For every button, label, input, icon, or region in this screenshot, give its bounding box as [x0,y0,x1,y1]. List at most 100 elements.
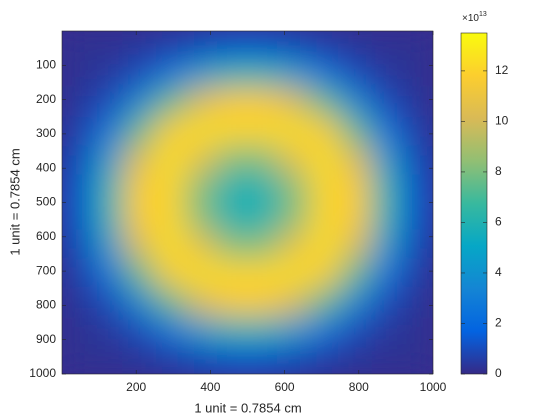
heatmap-cell [308,202,341,232]
heatmap-cell [62,173,94,203]
heatmap-cell [154,31,187,61]
heatmap-cell [216,144,248,175]
heatmap-cell [123,316,156,346]
heatmap-cell [401,287,433,318]
heatmap-cell [154,259,187,289]
heatmap-cell [339,316,372,346]
exponent-power: 13 [479,11,487,18]
heatmap-cell [216,59,248,89]
heatmap-cell [247,173,279,203]
heatmap-cell [123,230,156,261]
heatmap-cell [247,87,279,118]
heatmap-cell [62,202,94,232]
heatmap-cell [401,259,433,289]
heatmap-cell [247,287,279,318]
heatmap-cell [308,31,341,61]
heatmap-cell [154,344,187,374]
heatmap-cell [185,316,218,346]
heatmap-cell [62,116,94,146]
heatmap-cell [401,144,433,175]
heatmap-cell [216,87,248,118]
heatmap-cell [277,344,310,374]
heatmap-cell [92,144,125,175]
heatmap-cell [62,31,94,61]
heatmap-cell [92,316,125,346]
heatmap-cell [277,173,310,203]
heatmap-cell [401,202,433,232]
heatmap-cell [92,31,125,61]
heatmap-cell [92,173,125,203]
heatmap-cell [123,144,156,175]
colorbar-tick-label: 12 [495,63,509,77]
heatmap-cell [62,344,94,374]
heatmap-cell [92,59,125,89]
y-tick-label: 500 [36,195,56,209]
heatmap-cell [277,87,310,118]
heatmap-cell [247,144,279,175]
heatmap-cell [92,259,125,289]
heatmap-cell [247,344,279,374]
heatmap-cell [308,316,341,346]
heatmap-cell [185,116,218,146]
heatmap-cell [277,287,310,318]
heatmap-cell [308,173,341,203]
heatmap-cell [339,230,372,261]
heatmap-cell [247,202,279,232]
heatmap-cell [185,287,218,318]
heatmap-cell [62,87,94,118]
y-axis-label: 1 unit = 0.7854 cm [7,148,22,255]
heatmap-cell [370,87,403,118]
heatmap-cell [92,87,125,118]
y-tick-label: 100 [36,57,56,71]
heatmap-cell [185,59,218,89]
colorbar-tick-label: 8 [495,164,502,178]
x-axis-label: 1 unit = 0.7854 cm [194,400,301,415]
heatmap-cell [123,202,156,232]
heatmap-cell [247,230,279,261]
heatmap-cell [401,173,433,203]
heatmap-cell [216,31,248,61]
heatmap-cell [339,87,372,118]
heatmap-cell [277,202,310,232]
heatmap-cell [185,31,218,61]
heatmap-cell [308,87,341,118]
heatmap-cell [308,344,341,374]
heatmap-cell [401,316,433,346]
colorbar-tick-label: 0 [495,366,502,380]
heatmap-cell [370,344,403,374]
colorbar-tick-label: 10 [495,114,509,128]
heatmap-cell [308,59,341,89]
heatmap-cell [154,202,187,232]
heatmap-cell [216,230,248,261]
heatmap-cell [216,259,248,289]
heatmap-cell [401,87,433,118]
x-tick-label: 600 [275,380,295,394]
heatmap-cell [62,144,94,175]
heatmap-cell [92,344,125,374]
heatmap-cell [62,230,94,261]
heatmap-cell [401,116,433,146]
y-tick-label: 200 [36,92,56,106]
heatmap-cell [308,116,341,146]
heatmap-cell [123,87,156,118]
heatmap-cell [370,230,403,261]
heatmap-cell [62,287,94,318]
y-tick-label: 400 [36,160,56,174]
heatmap-cell [216,202,248,232]
colorbar-exponent: ×1013 [462,11,487,24]
heatmap-cell [277,259,310,289]
exponent-base: ×10 [462,13,479,24]
heatmap-cell [123,173,156,203]
heatmap-cell [62,59,94,89]
heatmap-cell [401,230,433,261]
heatmap-cell [277,230,310,261]
heatmap-cell [247,31,279,61]
x-tick-label: 1000 [420,380,447,394]
y-tick-label: 700 [36,263,56,277]
x-tick-label: 800 [349,380,369,394]
heatmap-cell [277,116,310,146]
colorbar-tick-label: 2 [495,316,502,330]
heatmap-cell [185,202,218,232]
heatmap-cell [339,259,372,289]
